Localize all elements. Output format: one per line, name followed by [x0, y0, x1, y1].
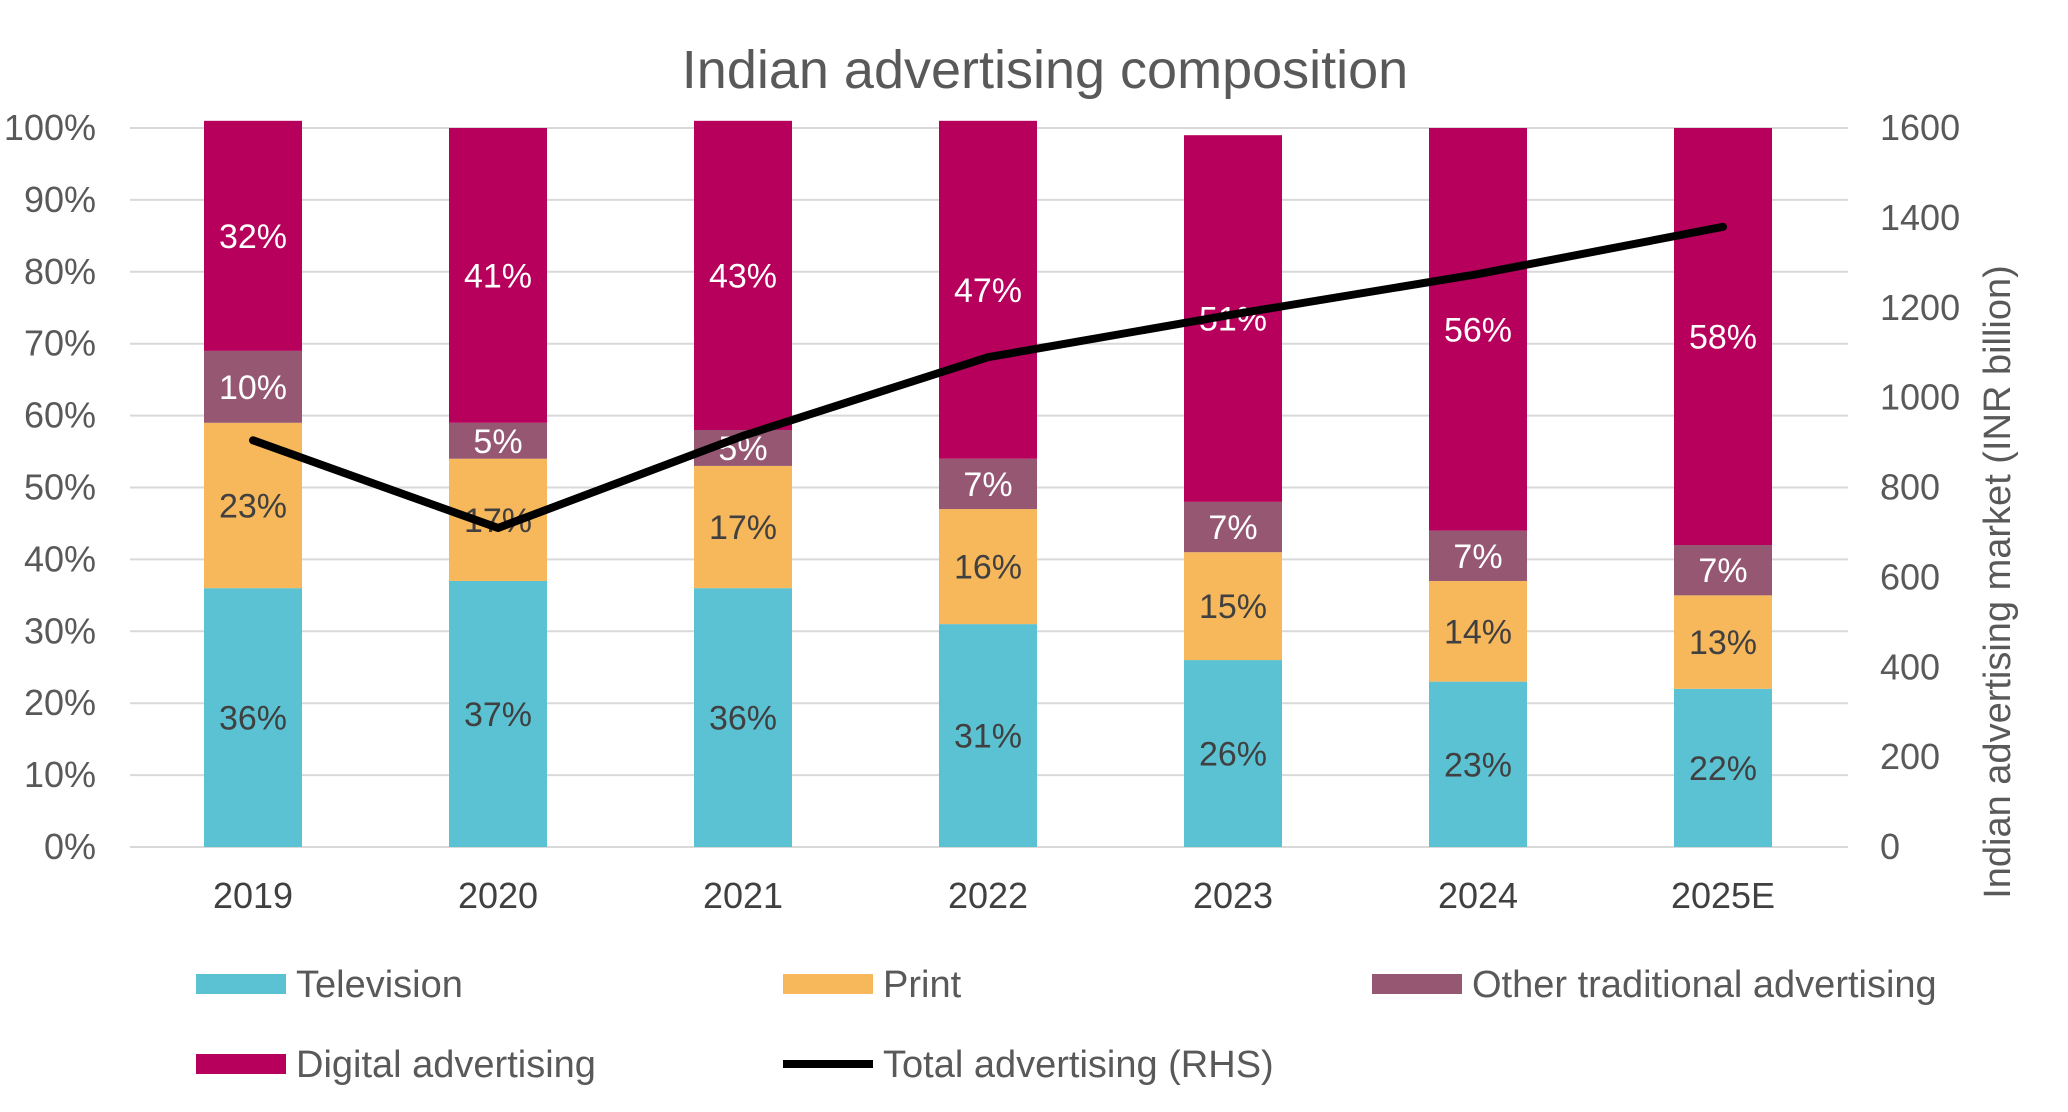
- bar-segment: [449, 422, 547, 459]
- category-label: 2024: [1438, 875, 1518, 916]
- right-axis-tick: 0: [1880, 826, 1900, 867]
- legend-label: Total advertising (RHS): [883, 1044, 1274, 1086]
- right-axis-tick: 1600: [1880, 107, 1960, 148]
- segment-label: 7%: [1208, 509, 1257, 547]
- left-axis-tick: 10%: [24, 754, 96, 795]
- bar-segment: [939, 458, 1037, 510]
- segment-label: 17%: [709, 509, 777, 547]
- bar-segment: [939, 120, 1037, 459]
- bar-segment: [694, 120, 792, 430]
- segment-label: 37%: [464, 696, 532, 734]
- bar-segment: [449, 580, 547, 847]
- bar-segment: [204, 120, 302, 351]
- segment-label: 7%: [1453, 538, 1502, 576]
- legend-label: Television: [296, 964, 463, 1006]
- segment-label: 22%: [1689, 750, 1757, 788]
- segment-label: 13%: [1689, 624, 1757, 662]
- chart-title: Indian advertising composition: [682, 40, 1408, 100]
- right-axis-tick: 400: [1880, 646, 1940, 687]
- segment-label: 5%: [473, 423, 522, 461]
- segment-label: 23%: [219, 487, 287, 525]
- bar-segment: [449, 128, 547, 423]
- bar-segment: [1429, 580, 1527, 682]
- legend-swatch: [783, 974, 873, 994]
- segment-label: 47%: [954, 272, 1022, 310]
- right-axis-tick: 1000: [1880, 377, 1960, 418]
- bar-segment: [204, 588, 302, 847]
- legend-swatch: [196, 974, 286, 994]
- left-axis-ticks: 0% 10% 20% 30% 40% 50% 60% 70% 80% 90% 100%: [4, 107, 96, 867]
- bar-segment: [1429, 681, 1527, 847]
- bar-segment: [939, 509, 1037, 625]
- legend-label: Digital advertising: [296, 1044, 596, 1086]
- bar-segment: [1184, 660, 1282, 847]
- legend-swatch: [1372, 974, 1462, 994]
- category-label: 2022: [948, 875, 1028, 916]
- legend-label: Print: [883, 964, 962, 1006]
- bar-segment: [1674, 545, 1772, 596]
- total-advertising-line: [249, 222, 1727, 532]
- bar-segment: [1184, 552, 1282, 661]
- bar-segment: [1429, 530, 1527, 581]
- bar-segment: [694, 465, 792, 589]
- segment-label: 36%: [219, 700, 287, 738]
- left-axis-tick: 90%: [24, 179, 96, 220]
- left-axis-tick: 20%: [24, 682, 96, 723]
- left-axis-tick: 40%: [24, 538, 96, 579]
- bar-segment: [1184, 501, 1282, 553]
- segment-label: 56%: [1444, 311, 1512, 349]
- left-axis-tick: 100%: [4, 107, 96, 148]
- segment-label: 36%: [709, 700, 777, 738]
- left-axis-tick: 70%: [24, 323, 96, 364]
- stacked-bars: [204, 120, 1772, 847]
- bar-segment: [204, 350, 302, 423]
- legend: Television Print Other traditional adverti…: [196, 964, 1937, 1086]
- segment-label: 26%: [1199, 736, 1267, 774]
- left-axis-tick: 0%: [44, 826, 96, 867]
- left-axis-tick: 80%: [24, 251, 96, 292]
- left-axis-tick: 60%: [24, 395, 96, 436]
- segment-label: 7%: [963, 466, 1012, 504]
- segment-label: 58%: [1689, 319, 1757, 357]
- segment-label: 32%: [219, 218, 287, 256]
- legend-swatch: [196, 1054, 286, 1074]
- total-line-layer: [249, 222, 1727, 532]
- category-label: 2020: [458, 875, 538, 916]
- segment-label: 16%: [954, 549, 1022, 587]
- segment-labels: 36%23%10%32%37%17%5%41%36%17%5%43%31%16%…: [219, 218, 1757, 788]
- bar-segment: [1674, 128, 1772, 546]
- bar-segment: [1674, 688, 1772, 847]
- segment-label: 23%: [1444, 746, 1512, 784]
- right-axis-tick: 600: [1880, 556, 1940, 597]
- category-labels: 2019 2020 2021 2022 2023 2024 2025E: [213, 875, 1775, 916]
- segment-label: 41%: [464, 257, 532, 295]
- right-axis-label: Indian advertising market (INR billion): [1977, 265, 2019, 899]
- right-axis-tick: 200: [1880, 736, 1940, 777]
- segment-label: 15%: [1199, 588, 1267, 626]
- category-label: 2023: [1193, 875, 1273, 916]
- left-axis-tick: 50%: [24, 467, 96, 508]
- legend-label: Other traditional advertising: [1472, 964, 1937, 1006]
- right-axis-tick: 1200: [1880, 287, 1960, 328]
- category-label: 2019: [213, 875, 293, 916]
- category-label: 2021: [703, 875, 783, 916]
- right-axis-ticks: 0 200 400 600 800 1000 1200 1400 1600: [1880, 107, 1960, 867]
- bar-segment: [1429, 128, 1527, 531]
- segment-label: 7%: [1698, 552, 1747, 590]
- left-axis-tick: 30%: [24, 610, 96, 651]
- right-axis-tick: 1400: [1880, 197, 1960, 238]
- category-label: 2025E: [1671, 875, 1775, 916]
- segment-label: 31%: [954, 718, 1022, 756]
- segment-label: 10%: [219, 369, 287, 407]
- segment-label: 43%: [709, 257, 777, 295]
- segment-label: 14%: [1444, 613, 1512, 651]
- bar-segment: [1674, 595, 1772, 689]
- bar-segment: [694, 588, 792, 847]
- bar-segment: [939, 624, 1037, 847]
- right-axis-tick: 800: [1880, 467, 1940, 508]
